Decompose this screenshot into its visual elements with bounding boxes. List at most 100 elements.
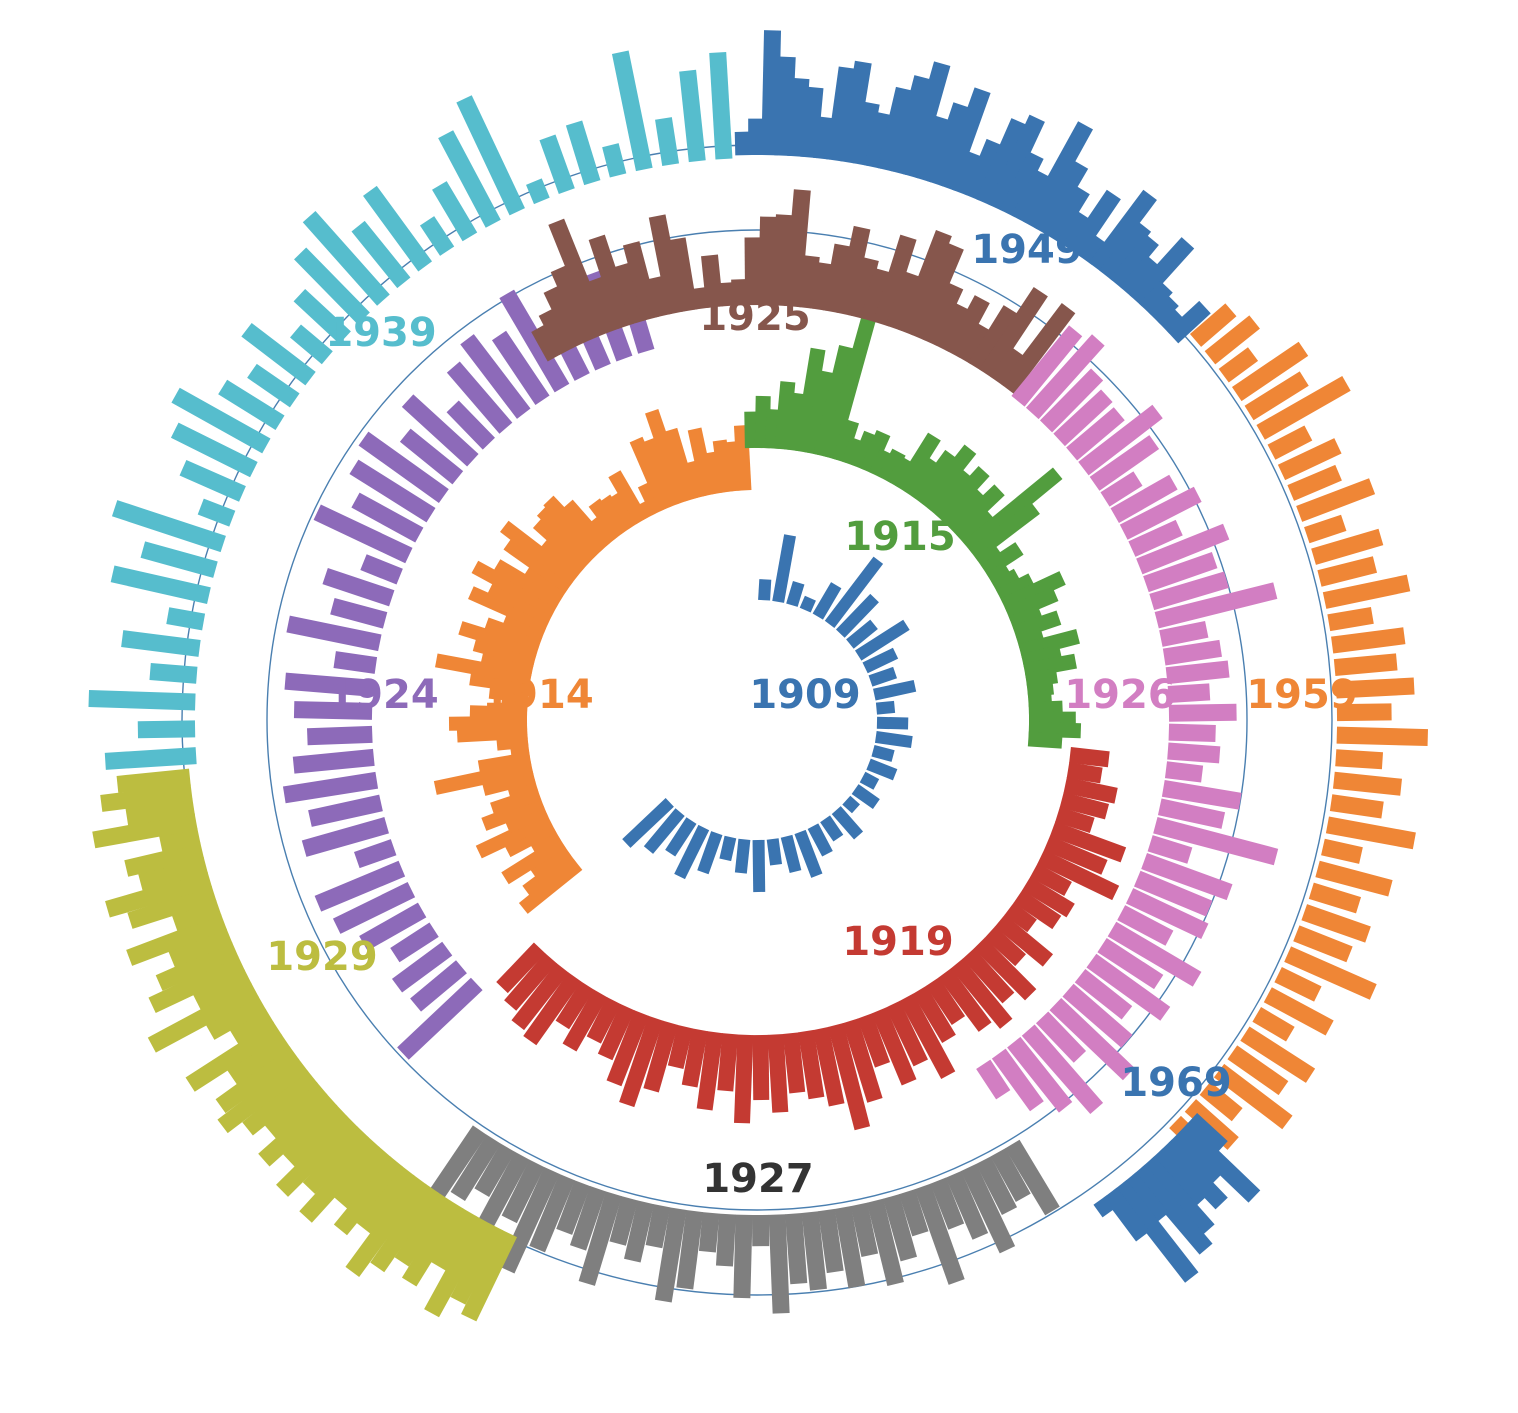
bar-1939-17 — [293, 288, 351, 344]
bar-1919-5 — [1049, 821, 1127, 863]
bar-1949-25 — [1045, 185, 1090, 243]
bar-1924-21 — [351, 492, 424, 543]
bar-1959-7 — [1277, 438, 1342, 481]
bar-1926-41 — [976, 1059, 1011, 1100]
bar-1939-0 — [104, 747, 197, 770]
bar-1919-44 — [511, 962, 569, 1031]
bar-1924-18 — [322, 568, 395, 607]
bar-1959-14 — [1327, 606, 1374, 632]
bar-1926-1 — [1025, 334, 1105, 420]
bar-1924-1 — [410, 960, 467, 1012]
bar-1925-27 — [885, 271, 921, 331]
bar-1929-23 — [205, 995, 267, 1040]
bar-1914-0 — [518, 858, 583, 914]
segment-1925 — [531, 189, 1076, 395]
segment-1915 — [744, 315, 1082, 749]
bar-1914-27 — [502, 612, 546, 642]
bar-1959-16 — [1333, 653, 1398, 676]
bar-1926-0 — [1011, 325, 1083, 407]
bar-1915-19 — [919, 444, 977, 512]
bar-1909-18 — [851, 784, 880, 809]
bar-1919-41 — [562, 989, 608, 1052]
bar-1919-11 — [1004, 902, 1037, 933]
bar-1914-42 — [598, 494, 633, 535]
bar-1915-18 — [911, 449, 958, 505]
bar-1959-5 — [1256, 375, 1351, 440]
bar-1925-6 — [588, 234, 635, 329]
bar-1929-17 — [242, 1070, 318, 1136]
bar-1949-27 — [1067, 189, 1121, 258]
bar-1959-12 — [1317, 556, 1378, 587]
bar-1939-14 — [247, 363, 300, 408]
bar-1914-44 — [608, 470, 648, 525]
bar-1959-27 — [1301, 904, 1371, 943]
bar-1925-2 — [543, 285, 586, 350]
segment-label-1959: 1959 — [1246, 672, 1357, 718]
bar-1924-30 — [499, 289, 570, 393]
bar-1914-43 — [608, 491, 640, 530]
bar-1925-33 — [956, 322, 992, 365]
bar-1926-17 — [1165, 660, 1230, 685]
bar-1949-37 — [1166, 300, 1211, 344]
bar-1924-9 — [308, 794, 383, 827]
bar-1926-3 — [1053, 389, 1113, 447]
bar-1924-25 — [401, 394, 479, 467]
bar-1969-3 — [1159, 1139, 1228, 1210]
bar-1914-6 — [475, 812, 553, 859]
segment-1929 — [92, 768, 518, 1322]
bar-1914-29 — [486, 582, 554, 625]
bar-1919-39 — [597, 1003, 635, 1061]
bar-1939-21 — [363, 185, 433, 272]
bar-1939-30 — [611, 50, 653, 172]
bar-1959-17 — [1335, 677, 1415, 699]
bar-1919-38 — [606, 1010, 650, 1087]
bar-1925-37 — [1000, 303, 1076, 395]
bar-1925-35 — [979, 287, 1048, 379]
bar-1914-26 — [483, 617, 543, 650]
bar-1927-25 — [578, 1191, 622, 1286]
segment-label-1924: 1924 — [327, 672, 438, 718]
bar-1915-30 — [991, 568, 1022, 595]
bar-1925-0 — [531, 323, 563, 362]
bar-1925-7 — [613, 262, 647, 325]
bar-1949-36 — [1157, 307, 1185, 334]
bar-1925-28 — [897, 229, 952, 336]
bar-1919-37 — [619, 1015, 664, 1108]
bar-1914-39 — [562, 499, 611, 552]
bar-1939-6 — [110, 565, 211, 604]
bar-1929-39 — [116, 768, 191, 793]
bar-1929-20 — [227, 1033, 291, 1085]
bar-1969-4 — [1150, 1147, 1208, 1208]
bar-1929-0 — [461, 1229, 518, 1322]
bar-1914-3 — [501, 836, 566, 885]
bar-1939-31 — [655, 117, 680, 166]
bar-1919-43 — [523, 972, 582, 1046]
bar-1925-36 — [989, 346, 1025, 387]
bar-1929-19 — [215, 1046, 300, 1114]
bar-1949-12 — [889, 75, 931, 175]
bar-1927-18 — [715, 1213, 737, 1267]
bar-1949-11 — [877, 86, 913, 172]
bar-1959-22 — [1329, 794, 1384, 819]
bar-1927-33 — [450, 1134, 501, 1201]
bar-1939-28 — [565, 120, 601, 186]
bar-1929-21 — [185, 1021, 283, 1092]
bar-1927-0 — [1004, 1139, 1060, 1216]
bar-1914-35 — [539, 537, 585, 579]
segment-1909 — [622, 534, 917, 893]
bar-1929-25 — [193, 968, 252, 1010]
bar-1949-1 — [748, 118, 766, 156]
bar-1926-4 — [1066, 407, 1125, 461]
baseline-ring-1 — [266, 229, 1248, 1211]
bar-1927-27 — [556, 1180, 591, 1235]
bar-1959-28 — [1293, 925, 1353, 963]
bar-1909-3 — [799, 595, 816, 613]
bar-1939-22 — [419, 216, 455, 256]
bar-1914-23 — [480, 650, 535, 676]
bar-1924-23 — [358, 431, 449, 503]
bar-1926-22 — [1164, 761, 1204, 783]
bar-1924-6 — [314, 860, 406, 912]
bar-1914-30 — [471, 560, 559, 617]
bar-1909-32 — [643, 808, 685, 854]
bar-1919-22 — [871, 1007, 917, 1086]
